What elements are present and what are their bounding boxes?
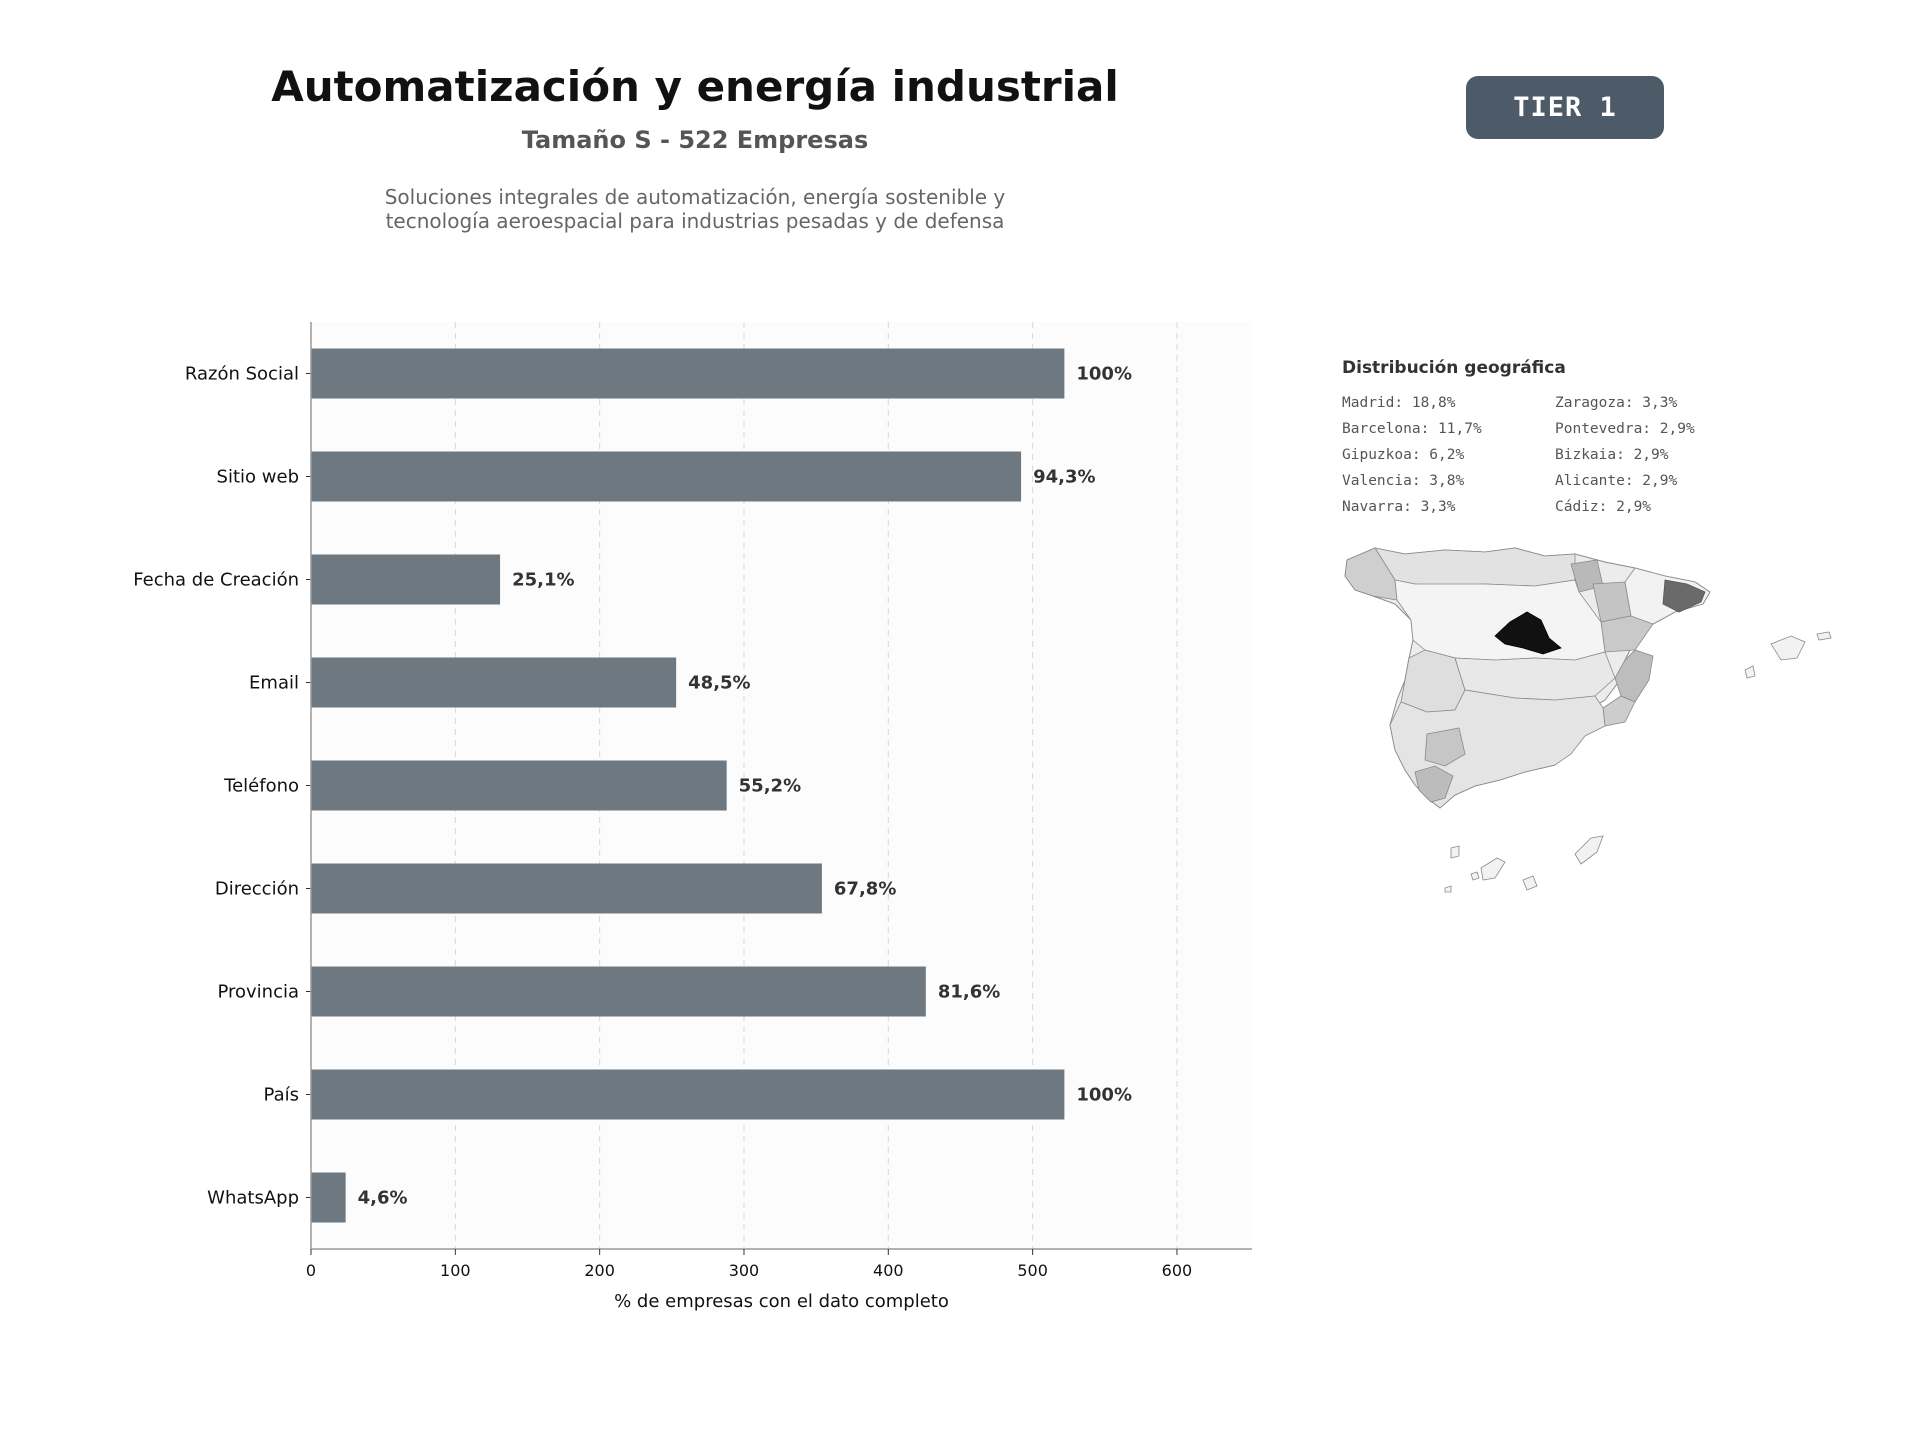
map-region-canarias-2 <box>1480 857 1506 881</box>
page-description: Soluciones integrales de automatización,… <box>290 185 1100 233</box>
x-tick-label: 400 <box>873 1261 904 1280</box>
y-tick-label: Dirección <box>215 879 299 900</box>
geo-legend-item: Alicante: 2,9% <box>1555 473 1678 489</box>
y-tick-label: WhatsApp <box>207 1188 299 1209</box>
map-region-madrid <box>1494 611 1562 655</box>
bar <box>311 1172 346 1223</box>
geo-legend-item: Navarra: 3,3% <box>1342 499 1456 515</box>
geo-legend-item: Gipuzkoa: 6,2% <box>1342 447 1465 463</box>
bar <box>311 863 822 914</box>
x-tick-label: 300 <box>729 1261 760 1280</box>
data-label: 94,3% <box>1033 467 1095 488</box>
description-line-1: Soluciones integrales de automatización,… <box>384 185 1006 209</box>
spain-map <box>1344 547 1832 893</box>
y-tick-label: Provincia <box>217 982 299 1003</box>
geo-title: Distribución geográfica <box>1342 358 1566 378</box>
map-region-sevilla <box>1424 727 1466 767</box>
y-tick-label: País <box>264 1085 299 1106</box>
map-region-canarias-1 <box>1450 845 1460 859</box>
data-label: 4,6% <box>358 1188 408 1209</box>
data-label: 100% <box>1076 1085 1132 1106</box>
data-label: 67,8% <box>834 879 896 900</box>
y-tick-label: Teléfono <box>223 776 299 797</box>
x-tick-label: 200 <box>584 1261 615 1280</box>
geo-legend-item: Pontevedra: 2,9% <box>1555 421 1695 437</box>
x-axis-label: % de empresas con el dato completo <box>614 1291 949 1312</box>
map-region-ibiza <box>1744 665 1756 679</box>
geo-legend-item: Madrid: 18,8% <box>1342 395 1456 411</box>
bar <box>311 760 727 811</box>
data-label: 25,1% <box>512 570 574 591</box>
geo-legend: Madrid: 18,8% Zaragoza: 3,3% Barcelona: 11… <box>1342 392 1842 518</box>
y-tick-label: Email <box>249 673 299 694</box>
y-tick-label: Razón Social <box>185 364 299 385</box>
geo-legend-item: Barcelona: 11,7% <box>1342 421 1482 437</box>
bar <box>311 554 501 605</box>
map-region-alicante <box>1602 695 1636 727</box>
page-title: Automatización y energía industrial <box>271 62 1119 111</box>
map-region-canarias-6 <box>1444 885 1452 893</box>
data-label: 55,2% <box>739 776 801 797</box>
y-tick-label: Sitio web <box>217 467 299 488</box>
map-region-canarias-4 <box>1574 835 1604 865</box>
x-tick-label: 100 <box>440 1261 471 1280</box>
map-region-canarias-3 <box>1522 875 1538 891</box>
geo-legend-item: Bizkaia: 2,9% <box>1555 447 1669 463</box>
bar <box>311 1069 1065 1120</box>
map-region-barcelona <box>1662 579 1706 613</box>
bar <box>311 966 926 1017</box>
x-tick-label: 600 <box>1162 1261 1193 1280</box>
map-region-mallorca <box>1770 635 1806 661</box>
data-label: 81,6% <box>938 982 1000 1003</box>
x-tick-label: 500 <box>1017 1261 1048 1280</box>
map-region-canarias-5 <box>1470 871 1480 881</box>
geo-legend-item: Cádiz: 2,9% <box>1555 499 1652 515</box>
y-tick-label: Fecha de Creación <box>133 570 299 591</box>
description-line-2: tecnología aeroespacial para industrias … <box>385 209 1005 233</box>
geo-distribution-panel: Distribución geográfica Madrid: 18,8% Zar… <box>1342 358 1842 518</box>
x-tick-label: 0 <box>306 1261 316 1280</box>
map-region-cadiz <box>1414 765 1454 803</box>
map-region-galicia <box>1344 547 1398 601</box>
bar <box>311 657 677 708</box>
map-region-castilla <box>1394 579 1606 661</box>
page-subtitle: Tamaño S - 522 Empresas <box>521 126 869 154</box>
data-label: 100% <box>1076 364 1132 385</box>
tier-badge: TIER 1 <box>1466 76 1664 139</box>
data-label: 48,5% <box>688 673 750 694</box>
geo-legend-item: Valencia: 3,8% <box>1342 473 1465 489</box>
geo-legend-item: Zaragoza: 3,3% <box>1555 395 1678 411</box>
map-region-menorca <box>1816 631 1832 641</box>
map-region-north <box>1374 547 1576 587</box>
bar <box>311 451 1022 502</box>
bar-chart: Razón Social 100% Sitio web 94,3% Fecha de C… <box>133 322 1252 1312</box>
bar <box>311 348 1065 399</box>
map-region-valencia <box>1614 649 1654 703</box>
